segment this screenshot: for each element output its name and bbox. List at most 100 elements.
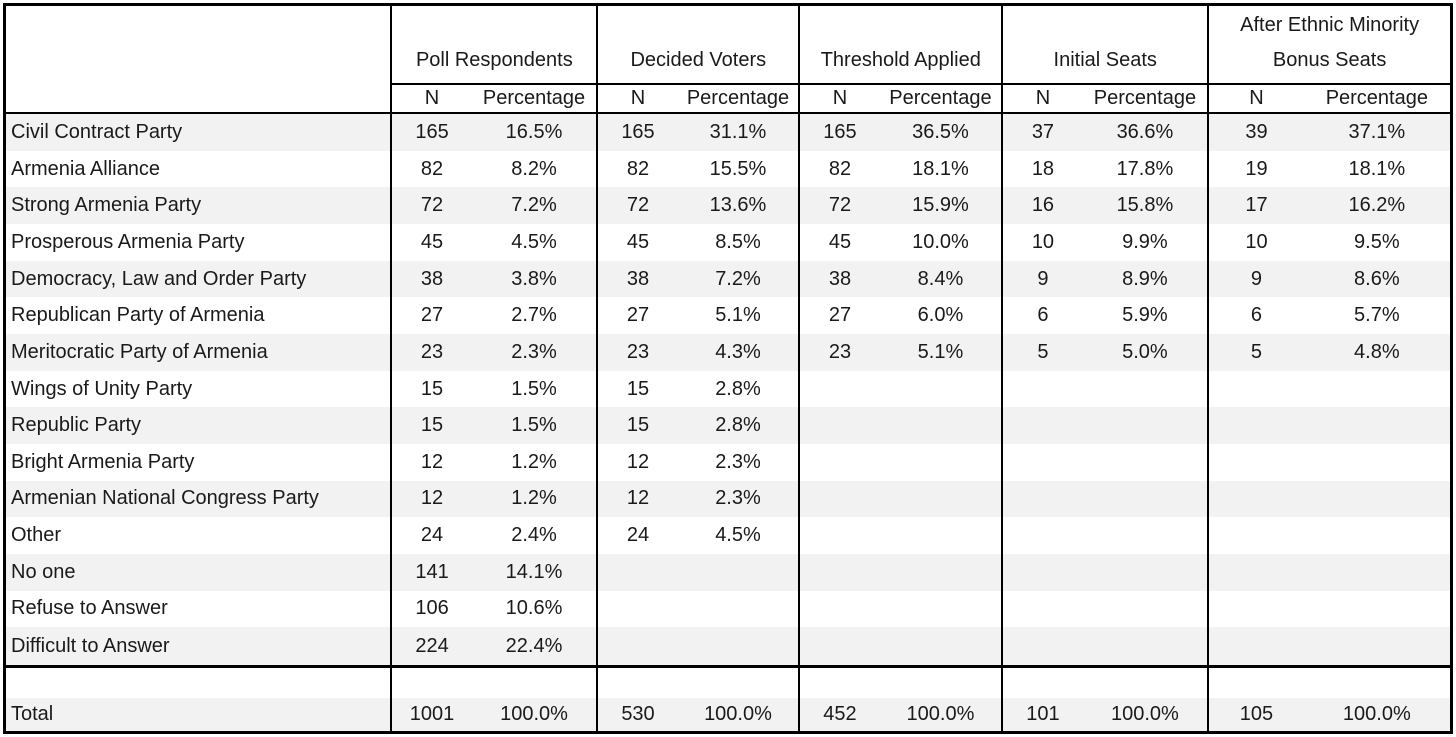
- party-name-cell: Wings of Unity Party: [11, 377, 193, 400]
- percentage-value-cell: 15.8%: [1116, 194, 1174, 217]
- total-n-cell: 1001: [390, 697, 472, 733]
- n-value-cell: [596, 627, 678, 669]
- percentage-value-cell: 2.4%: [511, 524, 557, 547]
- n-value-cell: 165: [798, 112, 880, 151]
- percentage-value-cell: [1304, 517, 1452, 554]
- total-n-cell: 101: [1001, 697, 1083, 733]
- percentage-value-cell: [1083, 407, 1209, 444]
- total-percentage-cell: 100.0%: [500, 702, 568, 725]
- percentage-value-cell: [1083, 554, 1209, 591]
- percentage-value-cell: 4.8%: [1354, 340, 1400, 363]
- percentage-value-cell: 5.1%: [715, 304, 761, 327]
- percentage-value-cell: [1304, 407, 1452, 444]
- n-value-cell: 82: [798, 150, 880, 188]
- group-header-decided-voters: Decided Voters: [596, 4, 800, 85]
- percentage-value-cell: [1083, 591, 1209, 628]
- table-row: Other 24 2.4% 24 4.5%: [5, 517, 1452, 554]
- n-value-cell: [1207, 407, 1304, 444]
- n-value-cell: [1001, 444, 1083, 481]
- table-row: Prosperous Armenia Party 45 4.5% 45 8.5% 45 10…: [5, 224, 1452, 261]
- percentage-value-cell: 1.2%: [511, 487, 557, 510]
- percentage-value-cell: 1.5%: [511, 377, 557, 400]
- n-value-cell: 10: [1207, 224, 1304, 261]
- percentage-value-cell: 16.5%: [505, 120, 563, 143]
- n-value-cell: 24: [596, 517, 678, 554]
- n-value-cell: 9: [1001, 260, 1083, 298]
- n-value-cell: [1207, 517, 1304, 554]
- percentage-value-cell: [880, 481, 1003, 518]
- percentage-value-cell: 8.9%: [1122, 267, 1168, 290]
- percentage-value-cell: 17.8%: [1116, 157, 1174, 180]
- n-value-cell: [1207, 627, 1304, 669]
- n-value-cell: [798, 590, 880, 628]
- n-value-cell: 72: [596, 187, 678, 225]
- n-value-cell: 10: [1001, 224, 1083, 261]
- percentage-value-cell: [880, 371, 1003, 408]
- total-row: Total 1001 100.0% 530 100.0% 452 100.0% …: [4, 697, 1452, 733]
- table-row: No one 141 14.1%: [4, 553, 1452, 591]
- percentage-value-cell: 8.2%: [511, 157, 557, 180]
- total-n-cell: 452: [798, 697, 880, 733]
- n-value-cell: [1207, 444, 1304, 481]
- spacer-cell: [5, 667, 392, 698]
- n-value-cell: [798, 517, 880, 554]
- subheader-row: N Percentage N Percentage N Percentage N…: [5, 83, 1452, 114]
- party-name-cell: Civil Contract Party: [11, 120, 183, 143]
- table-row: Democracy, Law and Order Party 38 3.8% 38 7.…: [4, 260, 1452, 298]
- party-name-cell: Difficult to Answer: [4, 627, 392, 669]
- table-row: Refuse to Answer 106 10.6%: [5, 590, 1452, 628]
- percentage-value-cell: [1304, 591, 1452, 628]
- table-row: Wings of Unity Party 15 1.5% 15 2.8%: [5, 370, 1452, 408]
- n-value-cell: 15: [596, 407, 678, 444]
- party-name-cell: Refuse to Answer: [11, 597, 168, 620]
- n-value-cell: 12: [596, 444, 678, 481]
- percentage-value-cell: 8.5%: [715, 230, 761, 253]
- spacer-row: [4, 666, 1452, 698]
- n-value-cell: 17: [1207, 187, 1304, 225]
- table-row: Republic Party 15 1.5% 15 2.8%: [4, 407, 1452, 444]
- total-percentage-cell: 100.0%: [704, 702, 772, 725]
- percentage-value-cell: 13.6%: [709, 194, 767, 217]
- percentage-value-cell: [1083, 444, 1209, 481]
- percentage-value-cell: 2.8%: [715, 414, 761, 437]
- spacer-cell: [472, 667, 598, 698]
- n-value-cell: 82: [390, 150, 472, 188]
- percentage-value-cell: 6.0%: [917, 304, 964, 327]
- n-value-cell: [1207, 370, 1304, 408]
- n-value-cell: 106: [390, 590, 472, 628]
- total-n-cell: 105: [1207, 697, 1304, 733]
- n-value-cell: 9: [1207, 260, 1304, 298]
- table-row: Bright Armenia Party 12 1.2% 12 2.3%: [5, 444, 1452, 481]
- corner-cell: [4, 4, 392, 114]
- n-value-cell: 6: [1207, 297, 1304, 335]
- table-row: Difficult to Answer 224 22.4%: [4, 627, 1452, 669]
- percentage-value-cell: [880, 407, 1003, 444]
- n-value-cell: 38: [596, 260, 678, 298]
- table-header: Poll Respondents Decided Voters Threshol…: [4, 4, 1452, 114]
- n-value-cell: [798, 627, 880, 669]
- percentage-value-cell: 2.3%: [511, 340, 557, 363]
- percentage-value-cell: 8.4%: [917, 267, 964, 290]
- percentage-value-cell: 1.2%: [511, 450, 557, 473]
- n-value-cell: 165: [596, 112, 678, 151]
- subheader-n: N: [1001, 83, 1083, 114]
- percentage-value-cell: 1.5%: [511, 414, 557, 437]
- n-value-cell: [798, 407, 880, 444]
- party-name-cell: Other: [11, 524, 62, 547]
- n-value-cell: 45: [596, 224, 678, 261]
- table-row: Civil Contract Party 165 16.5% 165 31.1% 165 3…: [4, 112, 1452, 151]
- percentage-value-cell: 10.6%: [505, 597, 563, 620]
- percentage-value-cell: [880, 517, 1003, 554]
- percentage-value-cell: 2.8%: [715, 377, 761, 400]
- percentage-value-cell: 8.6%: [1354, 267, 1400, 290]
- percentage-value-cell: 9.5%: [1354, 230, 1400, 253]
- n-value-cell: 165: [390, 112, 472, 151]
- subheader-n: N: [596, 83, 678, 114]
- spacer-cell: [1001, 666, 1083, 698]
- percentage-value-cell: 3.8%: [511, 267, 557, 290]
- party-name-cell: Armenia Alliance: [11, 157, 160, 180]
- subheader-percentage: Percentage: [471, 83, 598, 114]
- subheader-n: N: [1207, 83, 1304, 114]
- n-value-cell: [798, 444, 880, 481]
- n-value-cell: 12: [596, 480, 678, 518]
